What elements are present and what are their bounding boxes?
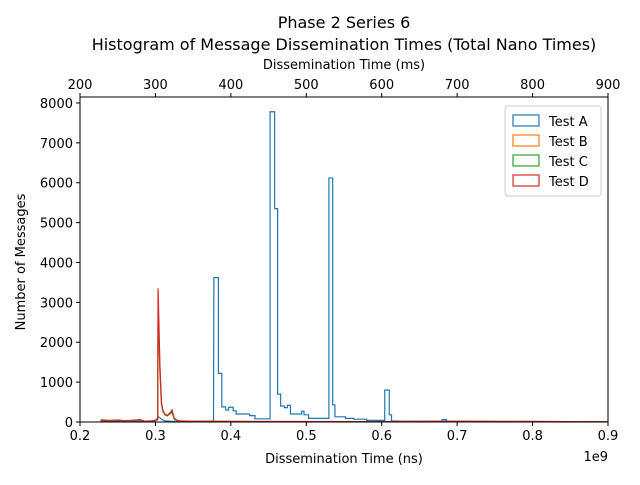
x-tick-label: 0.5	[296, 429, 317, 444]
series-line-test-b	[100, 320, 608, 422]
secondary-x-tick-label: 300	[143, 78, 168, 93]
y-tick-label: 3000	[40, 296, 73, 311]
x-tick-label: 0.7	[447, 429, 468, 444]
legend-swatch-test-c	[512, 154, 540, 167]
y-axis-title: Number of Messages	[14, 193, 29, 330]
y-tick-label: 4000	[40, 256, 73, 271]
y-tick-label: 1000	[40, 376, 73, 391]
plot-frame	[79, 96, 609, 423]
legend: Test A Test B Test C Test D	[504, 105, 602, 197]
x-tick-label: 0.4	[221, 429, 242, 444]
axes-layer: 0.2 0.3 0.4 0.5 0.6 0.7 0.8 0.9 0 1000 2000 3000 400…	[40, 78, 621, 444]
secondary-x-tick-label: 700	[445, 78, 470, 93]
legend-label-test-d: Test D	[548, 175, 589, 190]
x-tick-label: 0.3	[145, 429, 166, 444]
legend-label-test-a: Test A	[548, 115, 588, 130]
secondary-x-tick-label: 800	[520, 78, 545, 93]
x-tick-label: 0.9	[598, 429, 619, 444]
y-tick-label: 2000	[40, 336, 73, 351]
legend-label-test-b: Test B	[548, 135, 588, 150]
chart-title: Phase 2 Series 6	[278, 13, 411, 32]
x-tick-label: 0.8	[522, 429, 543, 444]
x-tick-label: 0.2	[70, 429, 91, 444]
y-tick-label: 0	[65, 416, 73, 431]
secondary-x-tick-label: 900	[596, 78, 621, 93]
y-tick-label: 8000	[40, 97, 73, 112]
y-tick-label: 6000	[40, 177, 73, 192]
secondary-x-tick-label: 200	[68, 78, 93, 93]
secondary-x-axis-title: Dissemination Time (ms)	[263, 58, 425, 73]
chart-subtitle: Histogram of Message Dissemination Times…	[92, 35, 597, 54]
secondary-x-tick-label: 500	[294, 78, 319, 93]
series-line-test-d	[100, 288, 608, 422]
x-axis-offset-label: 1e9	[583, 450, 608, 465]
x-axis-title: Dissemination Time (ns)	[265, 452, 423, 467]
legend-swatch-test-b	[512, 134, 540, 147]
series-line-test-c	[100, 308, 608, 422]
legend-label-test-c: Test C	[548, 155, 588, 170]
legend-box	[504, 105, 602, 197]
secondary-x-tick-label: 600	[369, 78, 394, 93]
legend-swatch-test-a	[512, 114, 540, 127]
secondary-x-tick-label: 400	[218, 78, 243, 93]
y-tick-label: 5000	[40, 217, 73, 232]
x-tick-label: 0.6	[371, 429, 392, 444]
legend-swatch-test-d	[512, 174, 540, 187]
y-tick-label: 7000	[40, 137, 73, 152]
